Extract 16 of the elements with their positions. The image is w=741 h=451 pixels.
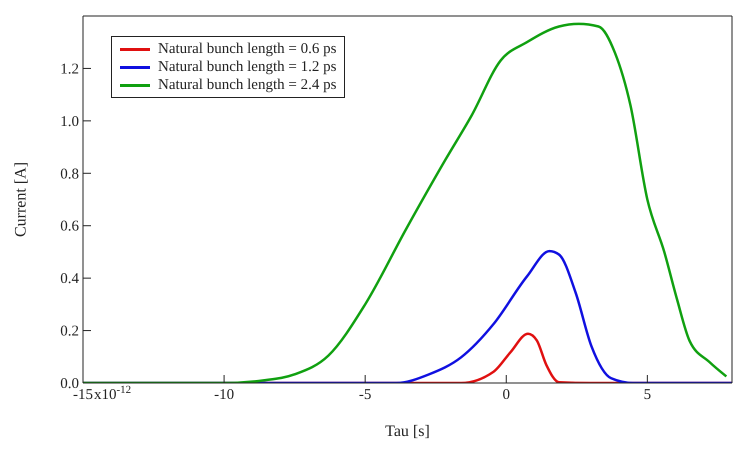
y-tick-label: 1.0: [60, 114, 79, 130]
y-tick-label: 1.2: [60, 61, 79, 78]
x-axis-title: Tau [s]: [385, 423, 430, 440]
y-tick-label: 0.6: [60, 218, 80, 235]
legend-label: Natural bunch length = 1.2 ps: [158, 58, 336, 76]
legend-label: Natural bunch length = 0.6 ps: [158, 40, 336, 58]
y-tick-label: 0.8: [60, 166, 79, 182]
x-tick-label: -5: [358, 387, 372, 403]
x-tick-label: 0: [502, 387, 510, 403]
legend-label: Natural bunch length = 2.4 ps: [158, 76, 336, 94]
text: x10$^{-12}$: [94, 384, 132, 403]
y-tick-label: 0.2: [60, 324, 79, 340]
x-tick-label: 5: [644, 387, 652, 403]
x-tick-label: -10: [214, 387, 234, 403]
y-tick-label: 0.4: [60, 271, 80, 288]
y-axis-title: Current [A]: [12, 162, 30, 238]
